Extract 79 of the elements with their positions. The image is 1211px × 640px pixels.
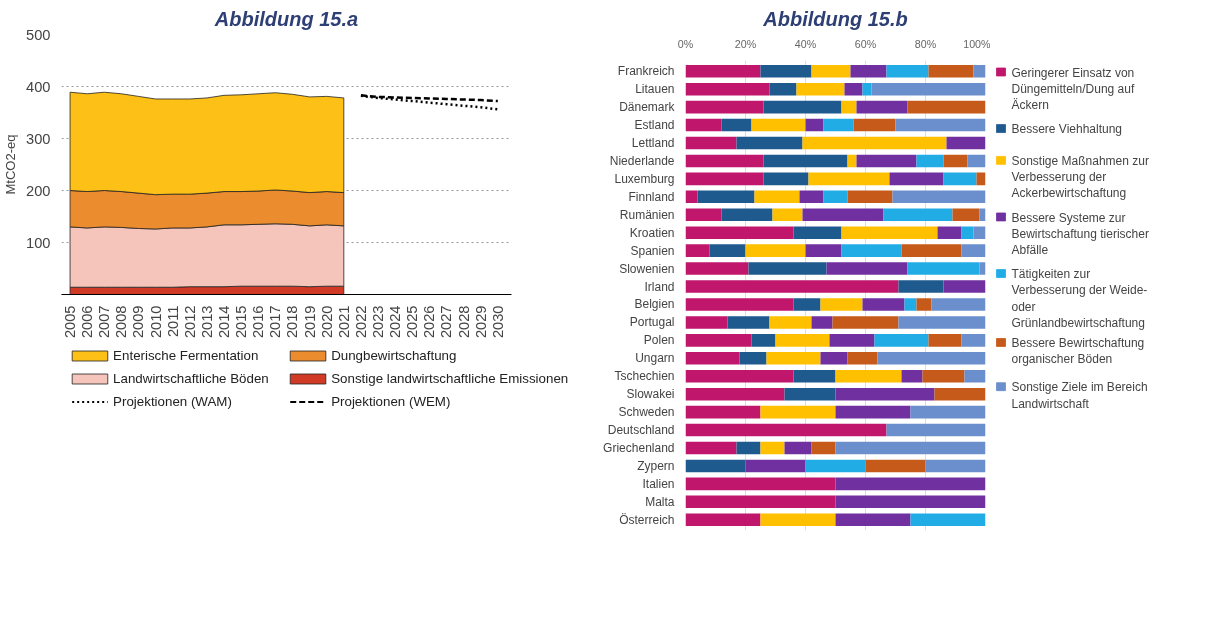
x-tick-label: 2017 (267, 305, 284, 339)
x-tick-label: 2005 (62, 305, 79, 339)
x-tick-label: 2012 (181, 305, 198, 339)
x-tick-label: 2028 (455, 305, 472, 339)
y-tick-label: Litauen (635, 82, 675, 97)
x-tick-label: 40% (794, 37, 817, 50)
y-axis-title: MtCO2-eq (3, 134, 19, 195)
x-tick-label: 2016 (250, 305, 267, 339)
y-tick-label: Dänemark (619, 100, 676, 115)
x-tick-label: 2023 (370, 305, 387, 339)
x-tick-label: 2022 (352, 305, 369, 339)
legend-label: Enterische Fermentation (113, 347, 259, 363)
x-tick-label: 20% (734, 37, 757, 50)
legend-label: Bessere Bewirtschaftung organischer Böden (1011, 336, 1145, 367)
x-tick-label: 80% (914, 37, 937, 50)
x-tick-label: 2008 (113, 305, 130, 339)
y-tick-label: Luxemburg (614, 171, 675, 186)
x-tick-label: 2006 (79, 305, 96, 339)
x-tick-label: 2009 (130, 305, 147, 339)
x-tick-label: 2025 (404, 305, 421, 339)
legend-label: Sonstige landwirtschaftliche Emissionen (331, 370, 569, 386)
x-tick-label: 2019 (301, 305, 318, 339)
y-tick-label: 200 (26, 182, 51, 199)
legend-label: Bessere Systeme zur Bewirtschaftung tierischer Abfälle (1011, 210, 1149, 257)
x-tick-label: 2027 (438, 305, 455, 339)
y-tick-label: Irland (644, 279, 675, 294)
x-tick-label: 2014 (216, 305, 233, 339)
y-tick-label: Ungarn (635, 351, 675, 366)
y-tick-label: Zypern (637, 458, 675, 473)
y-tick-label: Frankreich (617, 64, 675, 79)
y-tick-label: Tschechien (614, 369, 675, 384)
legend-label: Tätigkeiten zur Verbesserung der Weide- oder Grünlandbewirtschaftung (1011, 267, 1148, 330)
y-tick-label: Deutschland (607, 423, 675, 438)
x-tick-label: 100% (963, 37, 992, 50)
y-tick-label: 500 (26, 26, 51, 43)
x-tick-label: 2021 (335, 305, 352, 339)
y-tick-label: Finnland (628, 189, 675, 204)
y-tick-label: Polen (643, 333, 675, 348)
x-tick-label: 60% (854, 37, 877, 50)
legend-label: Dungbewirtschaftung (331, 347, 457, 363)
y-tick-label: Österreich (619, 512, 675, 527)
y-tick-label: Rumänien (619, 207, 675, 222)
x-tick-label: 2020 (318, 305, 335, 339)
y-tick-label: Portugal (629, 315, 675, 330)
x-tick-label: 2015 (233, 305, 250, 339)
x-tick-label: 2013 (198, 305, 215, 339)
y-tick-label: Malta (645, 494, 675, 509)
y-tick-label: Schweden (618, 405, 675, 420)
y-tick-label: Griechenland (603, 440, 675, 455)
x-tick-label: 2011 (164, 305, 181, 338)
y-tick-label: Estland (634, 118, 675, 133)
legend-label: Geringerer Einsatz von Düngemitteln/Dung auf Äckern (1011, 65, 1135, 112)
legend-label: Projektionen (WEM) (331, 393, 451, 409)
y-tick-label: 300 (26, 130, 51, 147)
x-tick-label: 2030 (489, 305, 506, 339)
legend-label: Landwirtschaftliche Böden (113, 370, 269, 386)
legend-label: Sonstige Ziele im Bereich Landwirtschaft (1011, 380, 1148, 411)
x-tick-label: 2018 (284, 305, 301, 339)
y-tick-label: Spanien (630, 243, 675, 258)
y-tick-label: Kroatien (629, 225, 675, 240)
y-tick-label: Lettland (631, 136, 675, 151)
y-tick-label: 400 (26, 78, 51, 95)
x-tick-label: 0% (677, 37, 694, 50)
x-tick-label: 2029 (472, 305, 489, 339)
chart-title: Abbildung 15.b (762, 7, 908, 30)
x-tick-label: 2024 (387, 305, 404, 339)
y-tick-label: 100 (26, 234, 51, 251)
y-tick-label: Slowenien (619, 261, 675, 276)
legend-label: Bessere Viehhaltung (1011, 122, 1123, 137)
legend-label: Projektionen (WAM) (113, 393, 232, 409)
y-tick-label: Italien (642, 476, 675, 491)
y-tick-label: Slowakei (626, 387, 675, 402)
x-tick-label: 2010 (147, 305, 164, 339)
y-tick-label: Belgien (634, 297, 675, 312)
y-tick-label: Niederlande (609, 153, 675, 168)
x-tick-label: 2007 (96, 305, 113, 339)
x-tick-label: 2026 (421, 305, 438, 339)
chart-title: Abbildung 15.a (213, 7, 359, 30)
legend-label: Sonstige Maßnahmen zur Verbesserung der Ackerbewirtschaftung (1011, 154, 1149, 201)
